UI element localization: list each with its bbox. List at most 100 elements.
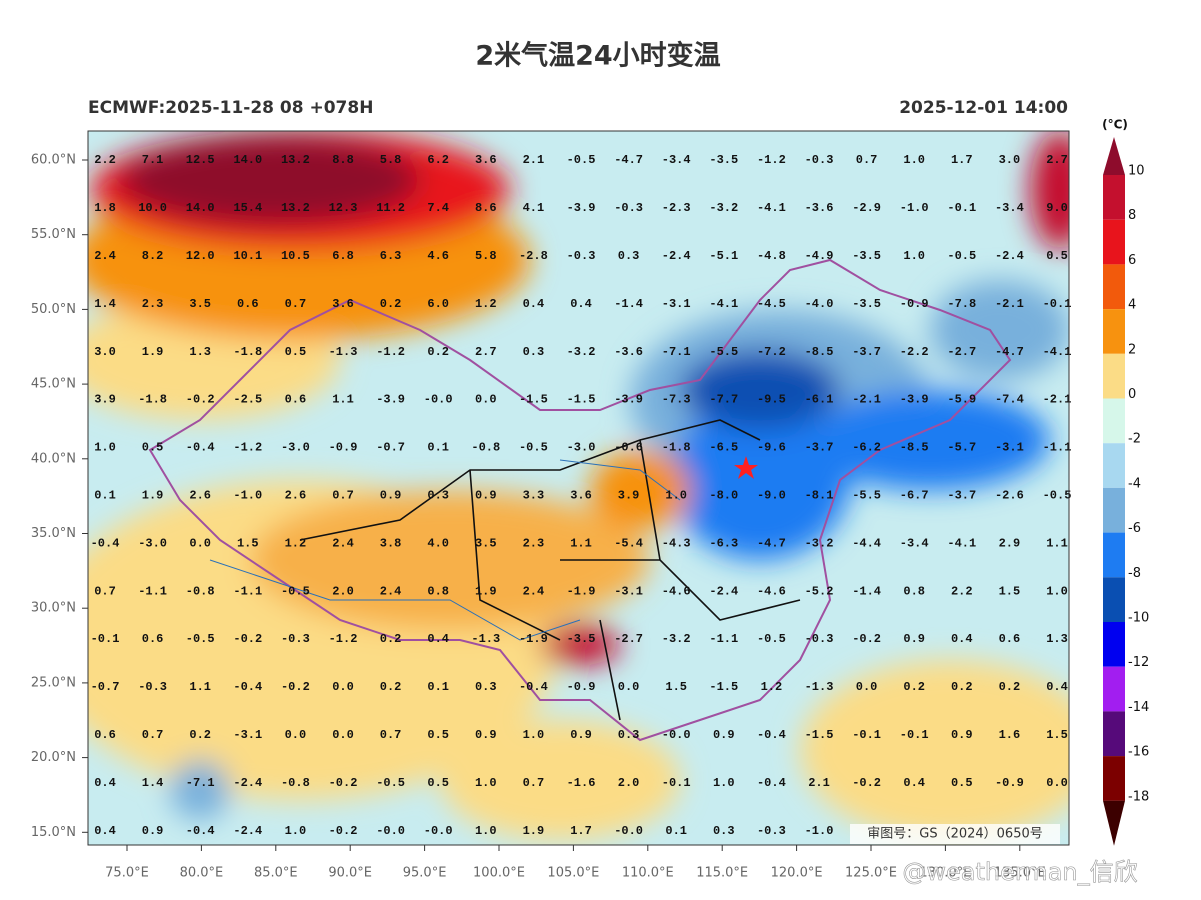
- grid-value: 3.5: [475, 536, 497, 550]
- lon-label: 130.0°E: [919, 866, 971, 881]
- grid-value: 0.0: [856, 680, 878, 694]
- grid-value: 8.2: [142, 249, 164, 263]
- colorbar-bin: [1103, 487, 1125, 533]
- grid-value: 3.5: [189, 297, 211, 311]
- colorbar-bin: [1103, 532, 1125, 578]
- lat-label: 60.0°N: [31, 153, 76, 168]
- grid-value: 1.0: [94, 441, 116, 455]
- grid-value: -0.1: [91, 632, 120, 646]
- colorbar-bin: [1103, 666, 1125, 712]
- grid-value: 0.6: [237, 297, 259, 311]
- grid-value: 1.5: [999, 584, 1021, 598]
- grid-value: -1.2: [329, 632, 358, 646]
- grid-value: -0.1: [662, 776, 691, 790]
- grid-value: 3.6: [332, 297, 354, 311]
- grid-value: -7.1: [186, 776, 215, 790]
- grid-value: -3.7: [805, 441, 834, 455]
- colorbar-label: -16: [1128, 745, 1149, 760]
- grid-value: -0.4: [757, 728, 786, 742]
- grid-value: 10.1: [233, 249, 262, 263]
- grid-value: -8.1: [805, 488, 834, 502]
- grid-value: -0.0: [662, 728, 691, 742]
- grid-value: 0.7: [523, 776, 545, 790]
- grid-value: 3.6: [475, 153, 497, 167]
- grid-value: 1.0: [523, 728, 545, 742]
- grid-value: 1.7: [570, 824, 592, 838]
- grid-value: -8.0: [709, 488, 738, 502]
- grid-value: 12.3: [329, 201, 358, 215]
- grid-value: 1.0: [475, 776, 497, 790]
- grid-value: -1.8: [662, 441, 691, 455]
- lat-label: 50.0°N: [31, 302, 76, 317]
- grid-value: -2.9: [852, 201, 881, 215]
- grid-value: 2.2: [951, 584, 973, 598]
- grid-value: 1.6: [999, 728, 1021, 742]
- grid-value: -1.4: [614, 297, 643, 311]
- grid-value: 1.5: [237, 536, 259, 550]
- grid-value: 0.0: [618, 680, 640, 694]
- grid-value: -4.7: [614, 153, 643, 167]
- grid-value: 0.7: [142, 728, 164, 742]
- grid-value: -1.6: [567, 776, 596, 790]
- axes: 60.0°N 55.0°N 50.0°N 45.0°N 40.0°N 35.0°N 30.0…: [31, 153, 1046, 881]
- grid-value: -0.9: [995, 776, 1024, 790]
- grid-value: 0.8: [903, 584, 925, 598]
- grid-value: -0.9: [567, 680, 596, 694]
- grid-value: 0.0: [285, 728, 307, 742]
- model-run: ECMWF:2025-11-28 08 +078H: [88, 98, 373, 118]
- grid-value: -7.4: [995, 393, 1024, 407]
- grid-value: -7.3: [662, 393, 691, 407]
- grid-value: 0.7: [332, 488, 354, 502]
- grid-value: 1.2: [761, 680, 783, 694]
- grid-value: 3.9: [94, 393, 116, 407]
- grid-value: 0.3: [427, 488, 449, 502]
- grid-value: -2.7: [947, 345, 976, 359]
- colorbar-bin: [1103, 353, 1125, 399]
- grid-value: -0.8: [471, 441, 500, 455]
- grid-value: -2.2: [900, 345, 929, 359]
- grid-value: -0.0: [424, 393, 453, 407]
- grid-value: -0.1: [900, 728, 929, 742]
- grid-value: -1.5: [709, 680, 738, 694]
- grid-value: -5.5: [852, 488, 881, 502]
- grid-value: 0.4: [903, 776, 925, 790]
- lon-label: 120.0°E: [771, 866, 823, 881]
- grid-value: 0.1: [427, 441, 449, 455]
- valid-time: 2025-12-01 14:00: [899, 98, 1068, 118]
- grid-value: 0.9: [951, 728, 973, 742]
- grid-value: 0.0: [332, 728, 354, 742]
- grid-value: 0.3: [618, 249, 640, 263]
- grid-value: 1.7: [951, 153, 973, 167]
- grid-value: 0.7: [94, 584, 116, 598]
- grid-value: -2.4: [709, 584, 738, 598]
- grid-value: -7.1: [662, 345, 691, 359]
- beijing-star: [734, 456, 758, 479]
- grid-value: -0.4: [233, 680, 262, 694]
- grid-value: -4.9: [805, 249, 834, 263]
- lat-label: 30.0°N: [31, 601, 76, 616]
- grid-value: 0.4: [1046, 680, 1068, 694]
- grid-value: 2.0: [332, 584, 354, 598]
- grid-value: -2.4: [662, 249, 691, 263]
- grid-value: 15.4: [233, 201, 262, 215]
- grid-value: 0.3: [475, 680, 497, 694]
- grid-value: -5.4: [614, 536, 643, 550]
- grid-value: -4.6: [757, 584, 786, 598]
- grid-value: 2.7: [1046, 153, 1068, 167]
- grid-value: 3.8: [380, 536, 402, 550]
- grid-value: 1.3: [189, 345, 211, 359]
- colorbar-label: -18: [1128, 789, 1149, 804]
- grid-value: -0.9: [329, 441, 358, 455]
- grid-value: -3.7: [947, 488, 976, 502]
- approval-stamp: 审图号：GS（2024）0650号: [867, 827, 1043, 842]
- grid-value: 2.3: [523, 536, 545, 550]
- grid-value: 2.7: [475, 345, 497, 359]
- grid-value: -0.4: [186, 824, 215, 838]
- grid-value: -2.4: [233, 776, 262, 790]
- grid-value: -0.1: [852, 728, 881, 742]
- grid-value: 0.9: [380, 488, 402, 502]
- grid-value: 0.4: [94, 824, 116, 838]
- grid-value: 0.1: [94, 488, 116, 502]
- grid-value: -0.2: [329, 776, 358, 790]
- lon-label: 95.0°E: [403, 866, 447, 881]
